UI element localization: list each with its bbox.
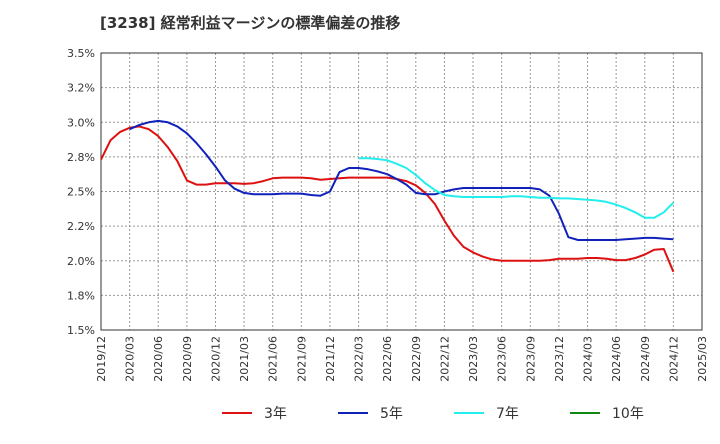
series-line-7年: [358, 157, 675, 219]
y-tick-label: 1.8%: [67, 289, 95, 302]
x-tick-label: 2022/09: [410, 336, 423, 382]
x-tick-label: 2024/09: [639, 336, 652, 382]
legend: 3年 5年 7年 10年: [222, 406, 644, 422]
x-tick-label: 2022/03: [353, 336, 366, 382]
legend-label: 3年: [264, 406, 287, 422]
x-tick-label: 2024/12: [667, 336, 680, 382]
y-tick-label: 1.5%: [67, 324, 95, 337]
y-tick-label: 2.2%: [67, 220, 95, 233]
y-tick-label: 2.5%: [67, 186, 95, 199]
x-tick-label: 2023/09: [524, 336, 537, 382]
x-tick-label: 2025/03: [696, 336, 709, 382]
legend-label: 5年: [380, 406, 403, 422]
x-tick-label: 2023/12: [553, 336, 566, 382]
legend-label: 10年: [612, 406, 644, 422]
series-line-5年: [129, 119, 674, 241]
x-tick-label: 2022/06: [381, 336, 394, 382]
x-tick-label: 2020/09: [181, 336, 194, 382]
x-tick-label: 2020/12: [209, 336, 222, 382]
x-tick-label: 2021/03: [238, 336, 251, 382]
series-line-3年: [100, 125, 675, 273]
x-tick-label: 2023/06: [496, 336, 509, 382]
x-tick-label: 2021/12: [324, 336, 337, 382]
axis-layer: 1.5% 1.8% 2.0% 2.2% 2.5% 2.8% 3.0% 3.2% 3.5% 2019…: [67, 47, 709, 382]
x-tick-label: 2023/03: [467, 336, 480, 382]
y-tick-label: 3.0%: [67, 116, 95, 129]
x-tick-label: 2021/06: [267, 336, 280, 382]
plot-border: [100, 52, 703, 331]
x-tick-label: 2021/09: [295, 336, 308, 382]
x-tick-label: 2024/06: [610, 336, 623, 382]
grid-layer: [100, 52, 703, 331]
x-tick-label: 2020/03: [124, 336, 137, 382]
chart-title: [3238] 経常利益マージンの標準偏差の推移: [100, 14, 401, 32]
x-tick-label: 2019/12: [95, 336, 108, 382]
y-tick-label: 3.2%: [67, 82, 95, 95]
x-tick-label: 2024/03: [582, 336, 595, 382]
series-layer: [100, 119, 675, 273]
x-tick-label: 2022/12: [438, 336, 451, 382]
y-tick-label: 3.5%: [67, 47, 95, 60]
y-tick-label: 2.8%: [67, 151, 95, 164]
legend-label: 7年: [496, 406, 519, 422]
x-tick-label: 2020/06: [152, 336, 165, 382]
y-tick-label: 2.0%: [67, 255, 95, 268]
